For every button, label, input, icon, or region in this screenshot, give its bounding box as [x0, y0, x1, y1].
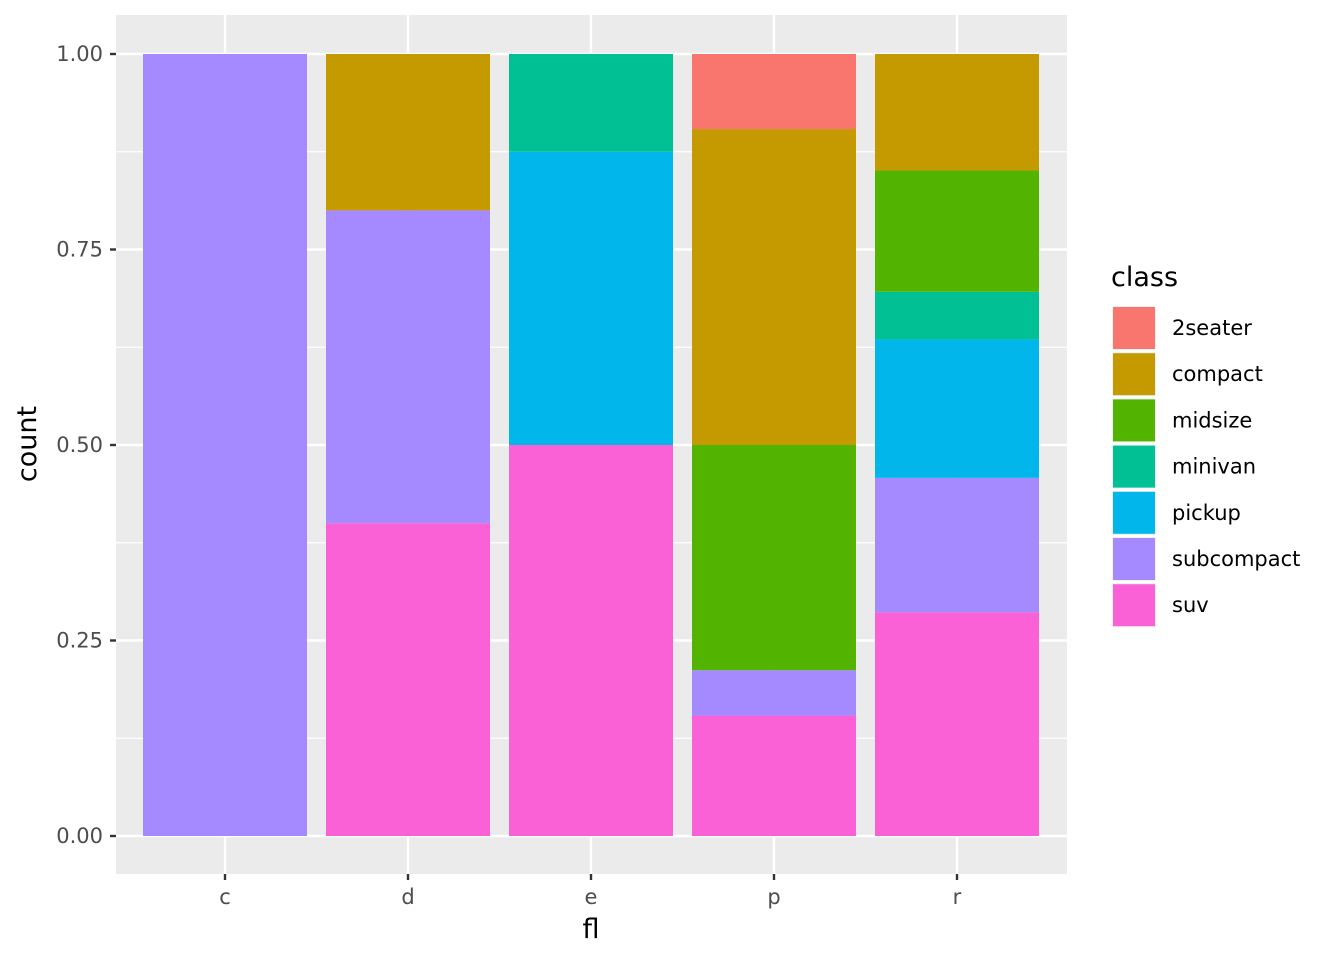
bar-segment-d-subcompact — [326, 210, 490, 524]
axes: 0.00 0.25 0.50 0.75 1.00 c d e p r — [56, 42, 961, 909]
bar-segment-p-compact — [692, 129, 856, 445]
legend: class 2seater compact midsize minivan pickup… — [1111, 262, 1300, 628]
bar-segment-r-pickup — [875, 339, 1039, 478]
x-tick-label: p — [767, 885, 780, 909]
y-tick-label: 0.75 — [56, 238, 103, 262]
x-tick-label: e — [585, 885, 598, 909]
y-tick-label: 0.25 — [56, 629, 103, 653]
bar-segment-e-pickup — [509, 151, 673, 445]
bar-segment-r-compact — [875, 54, 1039, 171]
legend-key-2seater — [1113, 307, 1155, 349]
bars — [143, 54, 1039, 836]
bar-segment-c-subcompact — [143, 54, 307, 836]
bar-segment-r-subcompact — [875, 477, 1039, 613]
bar-segment-r-suv — [875, 612, 1039, 836]
y-tick-label: 1.00 — [56, 42, 103, 66]
legend-key-suv — [1113, 584, 1155, 627]
bar-segment-r-minivan — [875, 291, 1039, 340]
legend-label-compact: compact — [1172, 362, 1263, 386]
bar-segment-e-suv — [509, 445, 673, 836]
legend-key-compact — [1113, 353, 1155, 396]
bar-segment-p-subcompact — [692, 670, 856, 716]
y-tick-label: 0.50 — [56, 433, 103, 457]
bar-segment-p-midsize — [692, 445, 856, 671]
bar-segment-p-2seater — [692, 54, 856, 130]
bar-segment-p-suv — [692, 715, 856, 836]
bar-segment-d-suv — [326, 523, 490, 836]
legend-label-suv: suv — [1172, 593, 1209, 617]
legend-label-pickup: pickup — [1172, 501, 1241, 525]
bar-segment-d-compact — [326, 54, 490, 211]
legend-label-midsize: midsize — [1172, 408, 1252, 432]
legend-key-midsize — [1113, 399, 1155, 442]
x-tick-label: r — [953, 885, 962, 909]
x-tick-label: c — [219, 885, 231, 909]
y-axis-title: count — [12, 406, 43, 482]
y-tick-label: 0.00 — [56, 824, 103, 848]
legend-key-pickup — [1113, 491, 1155, 534]
x-tick-label: d — [401, 885, 414, 909]
legend-title: class — [1111, 262, 1178, 293]
legend-label-subcompact: subcompact — [1172, 547, 1300, 571]
legend-key-minivan — [1113, 445, 1155, 488]
legend-key-subcompact — [1113, 538, 1155, 580]
bar-segment-e-minivan — [509, 54, 673, 152]
bar-segment-r-midsize — [875, 170, 1039, 292]
legend-label-minivan: minivan — [1172, 455, 1256, 479]
legend-label-2seater: 2seater — [1172, 316, 1252, 340]
x-axis-title: fl — [582, 914, 599, 945]
